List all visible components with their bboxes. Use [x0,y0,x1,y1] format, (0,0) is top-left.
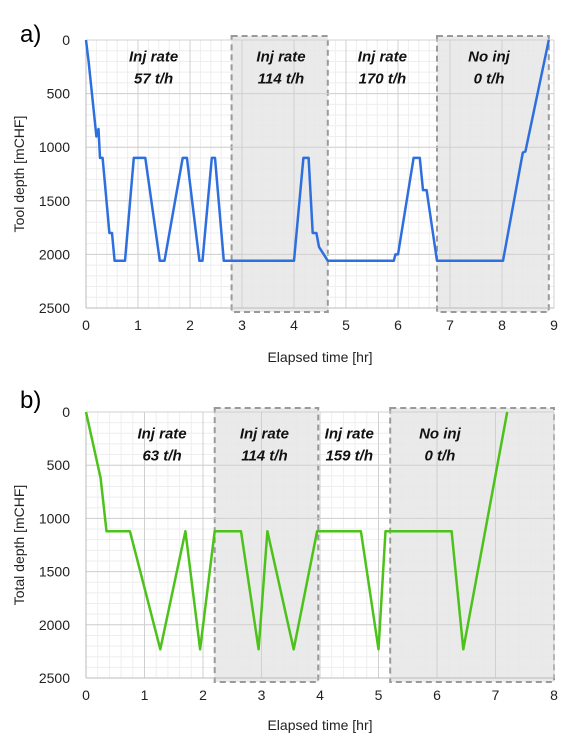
y-tick-label: 1500 [39,564,70,580]
annotation-text: No inj [468,48,510,65]
annotation-text: 170 t/h [359,70,407,87]
x-tick-label: 1 [141,687,149,703]
chart-panel-b: Inj rate 63 t/h Inj rate 114 t/h Inj rate 159… [11,387,558,733]
annotation-text: 114 t/h [258,70,304,87]
x-tick-label: 2 [199,687,207,703]
annotation-text: Inj rate [240,426,289,443]
panel-label: b) [20,387,41,414]
x-tick-label: 6 [433,687,441,703]
x-tick-label: 6 [394,317,402,333]
x-tick-label: 0 [82,317,90,333]
y-tick-label: 0 [62,404,70,420]
y-tick-label: 2500 [39,300,70,316]
x-tick-label: 3 [258,687,266,703]
x-tick-label: 8 [550,687,558,703]
y-axis-label: Tool depth [mCHF] [11,116,27,233]
y-tick-label: 2500 [39,670,70,686]
y-tick-label: 2000 [39,246,70,262]
x-tick-label: 2 [186,317,194,333]
annotation-text: Inj rate [256,48,305,65]
y-axis-label: Total depth [mCHF] [11,485,27,606]
annotation-text: Inj rate [325,426,374,443]
annotation-text: Inj rate [137,426,186,443]
x-tick-label: 0 [82,687,90,703]
x-tick-label: 7 [446,317,454,333]
x-tick-label: 4 [290,317,298,333]
annotation-text: 57 t/h [134,70,173,87]
x-tick-label: 8 [498,317,506,333]
y-tick-label: 1500 [39,193,70,209]
annotation-text: Inj rate [129,48,178,65]
y-tick-label: 1000 [39,510,70,526]
panel-label: a) [20,21,41,48]
y-tick-label: 500 [47,457,71,473]
x-tick-label: 5 [342,317,350,333]
x-tick-label: 7 [492,687,500,703]
y-tick-label: 1000 [39,139,70,155]
shaded-region [436,35,550,313]
shaded-region [389,407,556,683]
y-tick-label: 0 [62,32,70,48]
annotation-text: 63 t/h [142,448,181,465]
annotation-text: 0 t/h [474,70,505,87]
y-tick-label: 2000 [39,617,70,633]
y-tick-label: 500 [47,86,71,102]
shaded-region [230,35,329,313]
x-axis-label: Elapsed time [hr] [267,349,372,365]
x-tick-label: 4 [316,687,324,703]
annotation-text: No inj [419,426,461,443]
annotation-text: 159 t/h [325,448,373,465]
annotation-text: 0 t/h [425,448,456,465]
x-tick-label: 3 [238,317,246,333]
annotation-text: 114 t/h [241,448,287,465]
x-tick-label: 5 [375,687,383,703]
series-line [84,39,551,263]
x-tick-label: 1 [134,317,142,333]
series-line [84,411,509,651]
x-axis-label: Elapsed time [hr] [267,717,372,733]
annotation-text: Inj rate [358,48,407,65]
x-tick-label: 9 [550,317,558,333]
